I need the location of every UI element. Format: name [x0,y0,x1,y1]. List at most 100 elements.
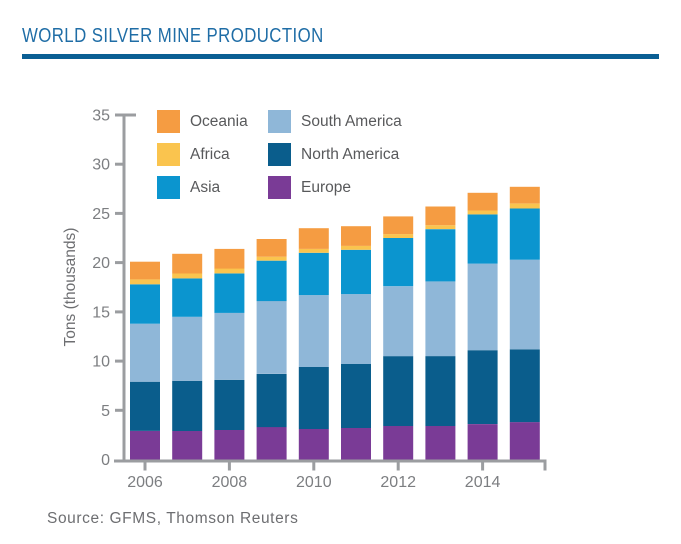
bar-segment-2011-africa [341,245,371,250]
bar-segment-2008-south-america [214,312,245,380]
title-rule [22,54,659,59]
bar-segment-2011-europe [341,428,371,460]
source-note: Source: GFMS, Thomson Reuters [47,510,299,527]
bar-segment-2011-oceania [341,226,371,246]
legend-swatch-asia [157,176,180,199]
bar-segment-2010-oceania [298,228,329,249]
legend-item-asia: Asia [157,176,268,199]
x-tick-label-2008: 2008 [212,474,248,491]
bar-segment-2010-north-america [298,367,329,429]
bar-segment-2012-africa [383,234,414,238]
legend-label-north-america: North America [301,145,400,163]
legend-swatch-africa [157,143,180,166]
bar-segment-2011-south-america [341,294,371,364]
y-tick-label-10: 10 [92,354,110,371]
legend-label-asia: Asia [190,178,221,196]
legend-label-africa: Africa [190,145,230,163]
bar-segment-2012-north-america [383,356,414,426]
y-tick-label-25: 25 [92,206,110,223]
bar-segment-2015-europe [509,422,540,460]
bar-segment-2009-south-america [256,301,287,374]
figure-title: WORLD SILVER MINE PRODUCTION [22,24,324,47]
y-tick-label-15: 15 [92,304,110,321]
bar-segment-2014-north-america [467,350,498,424]
legend-column-1: Oceania Africa Asia [157,110,268,199]
legend-swatch-oceania [157,110,180,133]
bar-segment-2014-south-america [467,263,498,351]
chart-legend: Oceania Africa Asia South America North Amer… [157,110,402,199]
bar-segment-2014-africa [467,210,498,215]
legend-item-europe: Europe [268,176,402,199]
bar-segment-2008-africa [214,268,245,274]
bar-segment-2015-oceania [509,186,540,204]
legend-swatch-north-america [268,143,291,166]
bar-segment-2006-africa [130,279,160,285]
bar-segment-2008-europe [214,430,245,460]
bar-segment-2010-africa [298,248,329,253]
y-tick-label-0: 0 [101,452,110,469]
y-tick-label-35: 35 [92,108,110,125]
bar-segment-2007-oceania [172,253,203,274]
y-axis-title: Tons (thousands) [62,228,79,347]
bar-segment-2014-asia [467,214,498,264]
legend-swatch-south-america [268,110,291,133]
bar-segment-2014-oceania [467,192,498,211]
bar-segment-2010-south-america [298,295,329,367]
bar-segment-2013-oceania [425,206,456,226]
bar-segment-2007-africa [172,273,203,279]
bar-segment-2012-oceania [383,216,414,235]
bar-segment-2008-north-america [214,379,245,430]
bar-segment-2014-europe [467,424,498,460]
bar-segment-2015-asia [509,208,540,260]
bar-segment-2007-europe [172,431,203,460]
bar-segment-2007-asia [172,278,203,317]
bar-segment-2007-north-america [172,380,203,431]
bar-segment-2013-south-america [425,281,456,357]
bar-segment-2009-oceania [256,239,287,257]
bar-segment-2006-europe [130,431,160,460]
bar-segment-2011-asia [341,249,371,295]
bar-segment-2015-north-america [509,349,540,423]
bar-segment-2011-north-america [341,364,371,428]
bar-segment-2007-south-america [172,316,203,381]
legend-item-north-america: North America [268,143,402,166]
bar-segment-2008-asia [214,273,245,313]
legend-label-europe: Europe [301,178,351,196]
legend-swatch-europe [268,176,291,199]
legend-column-2: South America North America Europe [268,110,402,199]
bar-segment-2009-africa [256,256,287,261]
bar-segment-2013-asia [425,229,456,282]
bar-segment-2006-oceania [130,261,160,280]
bar-segment-2013-north-america [425,356,456,426]
legend-item-oceania: Oceania [157,110,268,133]
legend-item-south-america: South America [268,110,402,133]
bar-segment-2012-europe [383,426,414,460]
y-tick-label-20: 20 [92,255,110,272]
bar-segment-2013-europe [425,426,456,460]
legend-label-south-america: South America [301,112,402,130]
legend-label-oceania: Oceania [190,112,248,130]
y-tick-label-5: 5 [101,403,110,420]
bar-segment-2009-north-america [256,373,287,428]
bar-segment-2009-europe [256,427,287,460]
x-tick-label-2006: 2006 [127,474,163,491]
bar-segment-2010-europe [298,429,329,460]
x-tick-label-2012: 2012 [380,474,416,491]
y-tick-label-30: 30 [92,157,110,174]
bar-segment-2006-north-america [130,381,160,431]
bar-segment-2015-africa [509,203,540,209]
legend-item-africa: Africa [157,143,268,166]
bar-segment-2012-asia [383,238,414,287]
x-tick-label-2010: 2010 [296,474,332,491]
x-tick-label-2014: 2014 [465,474,501,491]
bar-segment-2015-south-america [509,259,540,350]
bar-segment-2008-oceania [214,248,245,269]
bar-segment-2010-asia [298,252,329,296]
bar-segment-2006-south-america [130,323,160,382]
bar-segment-2013-africa [425,225,456,230]
bar-segment-2012-south-america [383,286,414,357]
bar-segment-2006-asia [130,284,160,324]
bar-segment-2009-asia [256,260,287,302]
